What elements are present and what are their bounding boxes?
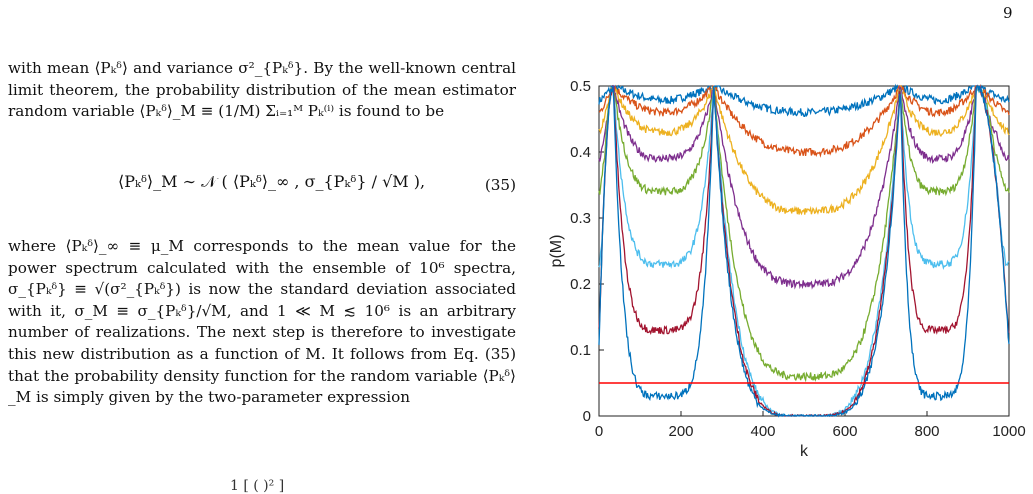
paragraph-intro: with mean ⟨Pₖᵟ⟩ and variance σ²_{Pₖᵟ}. B… [8, 59, 516, 121]
series-line-8 [598, 85, 1010, 418]
y-tick-label: 0.4 [570, 144, 591, 161]
series-line-4 [598, 85, 1010, 290]
y-tick-label: 0.5 [570, 78, 591, 95]
equation-35: ⟨Pₖᵟ⟩_M ∼ 𝒩 ( ⟨Pₖᵟ⟩_∞ , σ_{Pₖᵟ} / √M ), … [8, 166, 516, 208]
y-tick-label: 0.3 [570, 210, 591, 227]
equation-35-body: ⟨Pₖᵟ⟩_M ∼ 𝒩 ( ⟨Pₖᵟ⟩_∞ , σ_{Pₖᵟ} / √M ), [118, 172, 426, 191]
cut-equation-fragment: 1 [ ( )² ] [230, 478, 285, 494]
series-line-2 [598, 84, 1010, 158]
text-column: with mean ⟨Pₖᵟ⟩ and variance σ²_{Pₖᵟ}. B… [8, 58, 516, 123]
x-tick-label: 200 [668, 423, 693, 440]
x-tick-label: 400 [750, 423, 775, 440]
plot-area [598, 85, 1010, 417]
text-column-2: where ⟨Pₖᵟ⟩_∞ ≡ μ_M corresponds to the m… [8, 236, 516, 409]
series-line-3 [598, 85, 1010, 216]
equation-35-number: (35) [484, 176, 516, 194]
series-line-5 [598, 85, 1010, 383]
y-axis-label: p(M) [548, 235, 565, 268]
series-line-1 [598, 83, 1010, 117]
y-tick-label: 0.1 [570, 342, 591, 359]
y-tick-label: 0.2 [570, 276, 591, 293]
x-tick-label: 800 [914, 423, 939, 440]
x-tick-label: 0 [595, 423, 603, 440]
probability-figure: 0 200 400 600 800 1000 0 0.1 0.2 0.3 0.4 0.5 k p(M) [545, 70, 1030, 490]
y-tick-label: 0 [583, 408, 591, 425]
x-tick-label: 600 [832, 423, 857, 440]
page-number: 9 [1003, 4, 1013, 22]
x-tick-label: 1000 [992, 423, 1025, 440]
paragraph-where: where ⟨Pₖᵟ⟩_∞ ≡ μ_M corresponds to the m… [8, 237, 516, 407]
line-chart: 0 200 400 600 800 1000 0 0.1 0.2 0.3 0.4 0.5 k p(M) [548, 78, 1026, 460]
x-axis-label: k [800, 443, 809, 460]
